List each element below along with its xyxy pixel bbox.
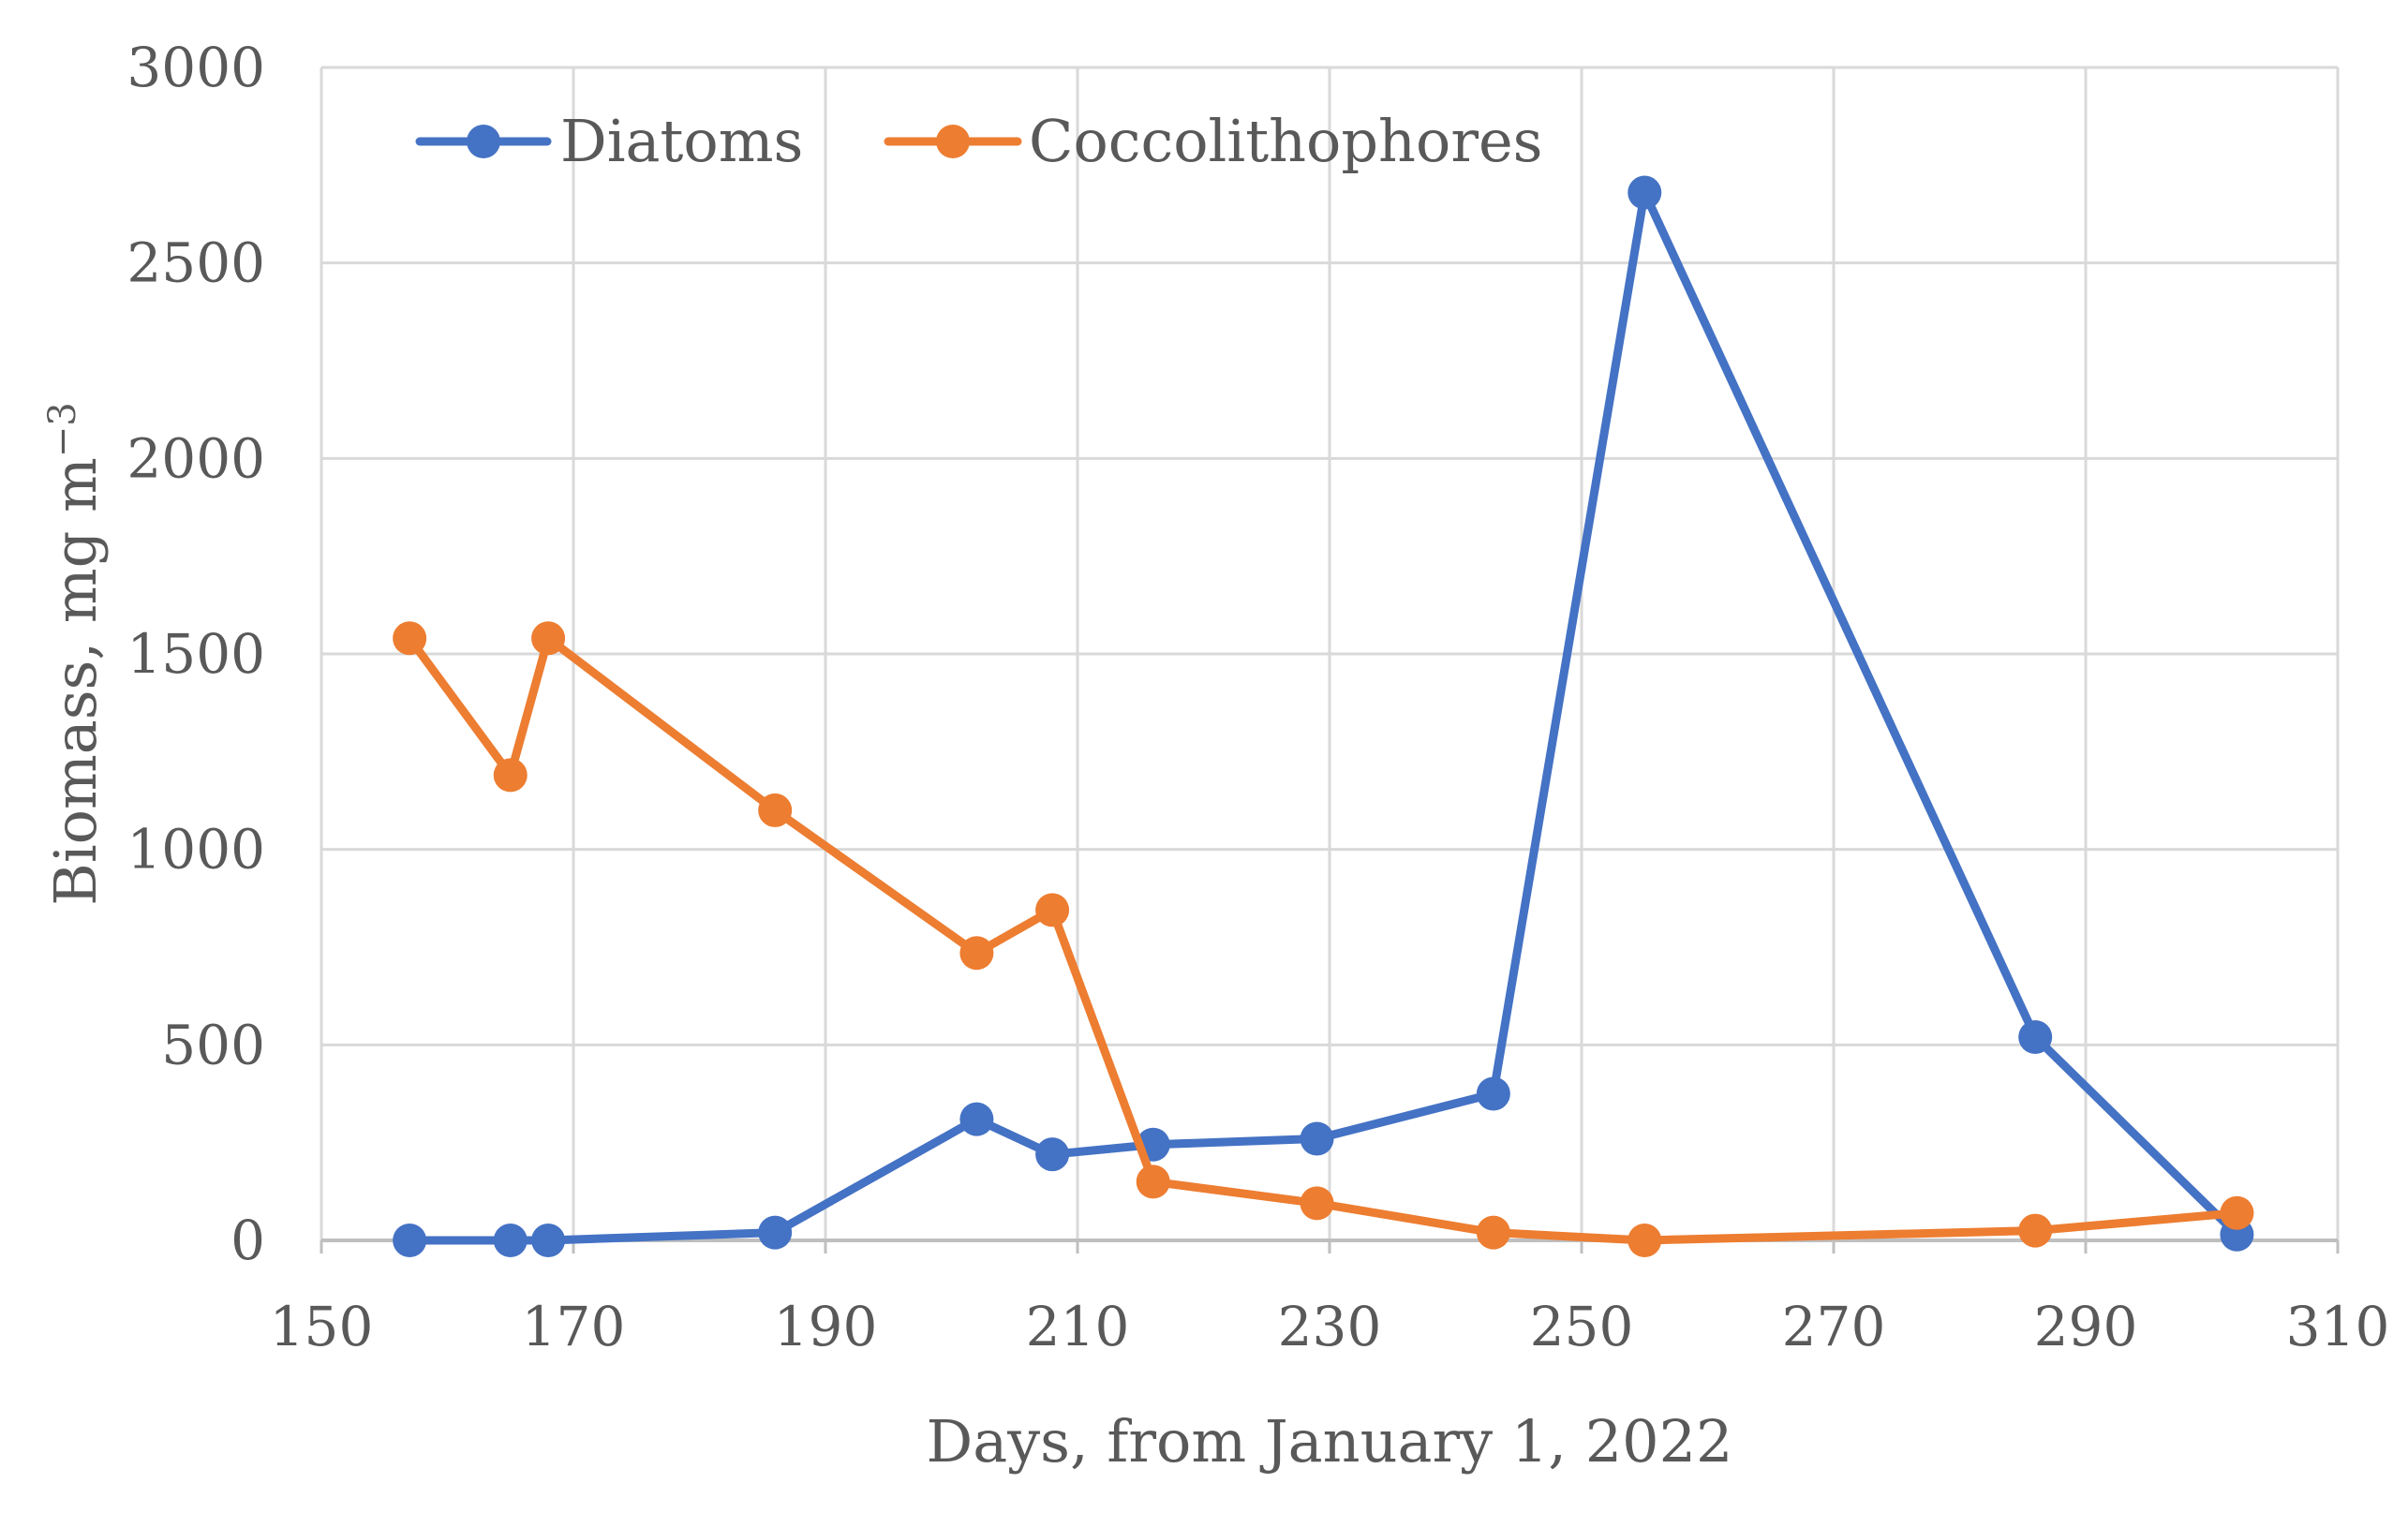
data-point [758, 793, 793, 827]
data-point [959, 936, 994, 971]
data-point [1136, 1164, 1170, 1199]
x-tick-label: 230 [1278, 1295, 1382, 1358]
axis-titles: Days, from January 1, 2022 Biomass, mg m… [41, 402, 1733, 1476]
legend-item: Diatoms [415, 107, 803, 175]
data-point [531, 621, 566, 656]
series-area [393, 175, 2254, 1257]
data-point [1628, 175, 1662, 210]
y-axis-title-superscript: −3 [41, 402, 84, 457]
data-point [959, 1102, 994, 1136]
data-point [1035, 1137, 1070, 1172]
data-point [2220, 1195, 2254, 1230]
series-line [405, 188, 2241, 1245]
y-tick-label: 1500 [126, 622, 265, 686]
data-point [758, 1215, 793, 1250]
y-tick-label: 2500 [126, 231, 265, 295]
x-tick-label: 150 [270, 1295, 374, 1358]
series-line [405, 633, 2241, 1245]
data-point [1300, 1121, 1334, 1156]
legend-label: Diatoms [560, 107, 803, 175]
y-axis-title-main: Biomass, mg m [41, 457, 110, 906]
axes: 0 500 1000 1500 2000 2500 3000 150 170 190 210 230 2… [126, 36, 2389, 1358]
x-tick-label: 290 [2034, 1295, 2138, 1358]
data-point [393, 1224, 427, 1257]
legend-item: Coccolithophores [884, 107, 1542, 175]
legend: Diatoms Coccolithophores [415, 107, 1542, 175]
data-point [2018, 1019, 2053, 1054]
grid [320, 66, 2340, 1240]
y-tick-label: 1000 [126, 818, 265, 882]
data-point [1628, 1224, 1662, 1257]
legend-marker [467, 125, 500, 158]
data-point [2018, 1213, 2053, 1248]
data-point [1300, 1186, 1334, 1221]
data-point [1035, 893, 1070, 927]
x-tick-label: 270 [1782, 1295, 1886, 1358]
legend-marker [936, 125, 970, 158]
data-point [393, 621, 427, 656]
x-tick-label: 210 [1026, 1295, 1130, 1358]
x-tick-label: 250 [1530, 1295, 1634, 1358]
data-point [531, 1224, 566, 1257]
x-tick-label: 310 [2286, 1295, 2390, 1358]
data-point [493, 758, 528, 793]
legend-label: Coccolithophores [1029, 107, 1542, 175]
y-axis-title: Biomass, mg m−3 [41, 402, 110, 905]
series-coccolithophores [393, 621, 2254, 1257]
x-axis-title: Days, from January 1, 2022 [926, 1407, 1732, 1476]
x-tick-label: 170 [522, 1295, 626, 1358]
y-tick-label: 500 [161, 1013, 265, 1076]
y-tick-label: 2000 [126, 426, 265, 490]
data-point [493, 1224, 528, 1257]
data-point [1476, 1076, 1510, 1111]
y-tick-label: 3000 [126, 36, 265, 99]
data-point [1476, 1215, 1510, 1250]
series-diatoms [393, 175, 2254, 1257]
x-tick-label: 190 [774, 1295, 878, 1358]
y-tick-label: 0 [230, 1209, 265, 1272]
